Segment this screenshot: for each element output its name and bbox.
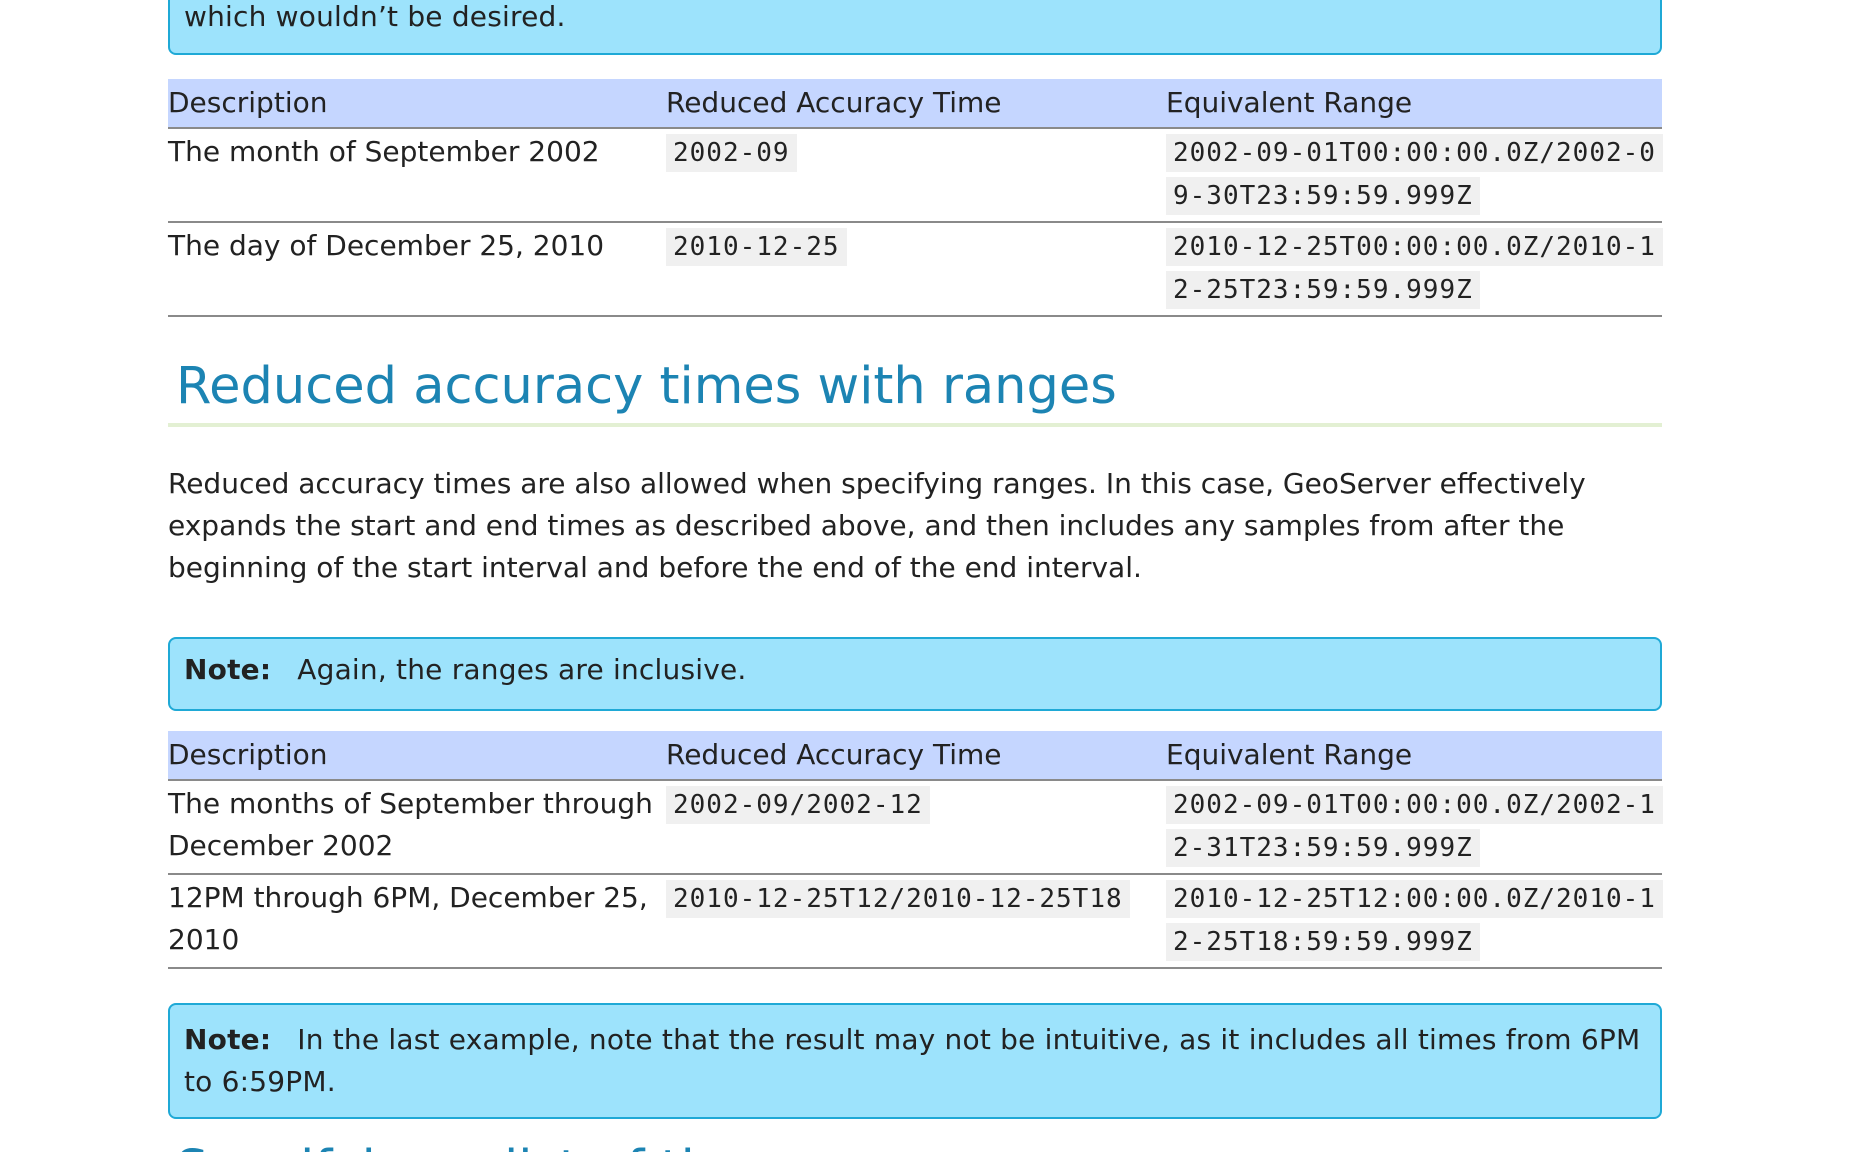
cell-range: 2002-09-01T00:00:00.0Z/2002-12-31T23:59:… bbox=[1166, 780, 1663, 875]
cell-description: 12PM through 6PM, December 25, 2010 bbox=[168, 874, 666, 969]
code-range: 2010-12-25T12:00:00.0Z/2010-12-25T18:59:… bbox=[1166, 880, 1663, 961]
table-reduced-accuracy-ranges: Description Reduced Accuracy Time Equiva… bbox=[168, 731, 1663, 969]
table-row: 12PM through 6PM, December 25, 2010 2010… bbox=[168, 874, 1663, 969]
cell-description: The month of September 2002 bbox=[168, 128, 666, 223]
cell-range: 2010-12-25T00:00:00.0Z/2010-12-25T23:59:… bbox=[1166, 222, 1663, 317]
table-header-row: Description Reduced Accuracy Time Equiva… bbox=[168, 79, 1662, 129]
section-heading: Reduced accuracy times with ranges bbox=[168, 351, 1662, 427]
note-label: Note: bbox=[184, 653, 272, 686]
code-range: 2010-12-25T00:00:00.0Z/2010-12-25T23:59:… bbox=[1166, 228, 1663, 309]
header-reduced-accuracy-time: Reduced Accuracy Time bbox=[666, 79, 1166, 129]
cell-time: 2002-09/2002-12 bbox=[666, 780, 1166, 875]
header-description: Description bbox=[168, 731, 666, 781]
header-equivalent-range: Equivalent Range bbox=[1166, 731, 1662, 781]
header-equivalent-range: Equivalent Range bbox=[1166, 79, 1662, 129]
table-row: The month of September 2002 2002-09 2002… bbox=[168, 128, 1663, 223]
note-box: Note: In the last example, note that the … bbox=[168, 1003, 1662, 1119]
note-text: In the last example, note that the resul… bbox=[184, 1023, 1641, 1098]
cell-time: 2002-09 bbox=[666, 128, 1166, 223]
table-reduced-accuracy: Description Reduced Accuracy Time Equiva… bbox=[168, 79, 1663, 317]
next-section-heading: Specifying a list of times bbox=[176, 1134, 1656, 1152]
code-time: 2010-12-25 bbox=[666, 228, 847, 266]
note-text: which wouldn’t be desired. bbox=[184, 0, 566, 33]
cell-range: 2010-12-25T12:00:00.0Z/2010-12-25T18:59:… bbox=[1166, 874, 1663, 969]
code-range: 2002-09-01T00:00:00.0Z/2002-09-30T23:59:… bbox=[1166, 134, 1663, 215]
cell-description: The day of December 25, 2010 bbox=[168, 222, 666, 317]
cell-time: 2010-12-25 bbox=[666, 222, 1166, 317]
table-header-row: Description Reduced Accuracy Time Equiva… bbox=[168, 731, 1662, 781]
note-box: Note: Again, the ranges are inclusive. bbox=[168, 637, 1662, 711]
code-time: 2002-09/2002-12 bbox=[666, 786, 930, 824]
cell-description: The months of September through December… bbox=[168, 780, 666, 875]
cell-range: 2002-09-01T00:00:00.0Z/2002-09-30T23:59:… bbox=[1166, 128, 1663, 223]
note-label: Note: bbox=[184, 1023, 272, 1056]
header-description: Description bbox=[168, 79, 666, 129]
cell-time: 2010-12-25T12/2010-12-25T18 bbox=[666, 874, 1166, 969]
note-box-top: which wouldn’t be desired. bbox=[168, 0, 1662, 55]
code-time: 2010-12-25T12/2010-12-25T18 bbox=[666, 880, 1130, 918]
note-text: Again, the ranges are inclusive. bbox=[297, 653, 747, 686]
code-range: 2002-09-01T00:00:00.0Z/2002-12-31T23:59:… bbox=[1166, 786, 1663, 867]
table-row: The day of December 25, 2010 2010-12-25 … bbox=[168, 222, 1663, 317]
header-reduced-accuracy-time: Reduced Accuracy Time bbox=[666, 731, 1166, 781]
section-paragraph: Reduced accuracy times are also allowed … bbox=[168, 467, 1586, 584]
table-row: The months of September through December… bbox=[168, 780, 1663, 875]
code-time: 2002-09 bbox=[666, 134, 797, 172]
